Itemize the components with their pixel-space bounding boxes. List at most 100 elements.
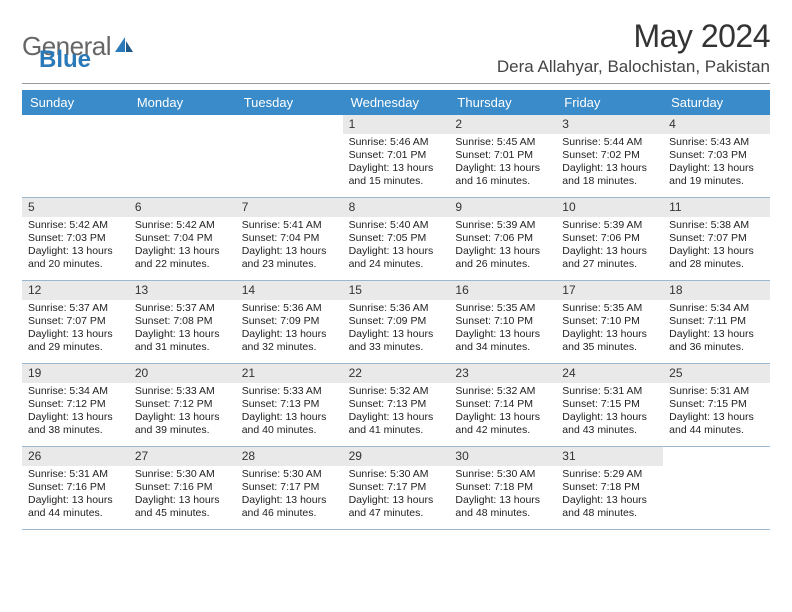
cell-line: and 32 minutes.: [242, 341, 339, 354]
calendar-cell: 13Sunrise: 5:37 AMSunset: 7:08 PMDayligh…: [129, 281, 236, 363]
cell-line: and 47 minutes.: [349, 507, 446, 520]
day-number: 15: [343, 281, 450, 300]
sail-icon: [113, 31, 135, 62]
cell-line: Sunset: 7:12 PM: [28, 398, 125, 411]
cell-line: Daylight: 13 hours: [562, 411, 659, 424]
calendar-week: 19Sunrise: 5:34 AMSunset: 7:12 PMDayligh…: [22, 364, 770, 447]
calendar-cell: 14Sunrise: 5:36 AMSunset: 7:09 PMDayligh…: [236, 281, 343, 363]
day-number: 10: [556, 198, 663, 217]
calendar-cell: 10Sunrise: 5:39 AMSunset: 7:06 PMDayligh…: [556, 198, 663, 280]
calendar-week: 12Sunrise: 5:37 AMSunset: 7:07 PMDayligh…: [22, 281, 770, 364]
day-number: 13: [129, 281, 236, 300]
cell-line: Sunset: 7:09 PM: [349, 315, 446, 328]
calendar-cell: 20Sunrise: 5:33 AMSunset: 7:12 PMDayligh…: [129, 364, 236, 446]
calendar-cell: 29Sunrise: 5:30 AMSunset: 7:17 PMDayligh…: [343, 447, 450, 529]
cell-line: Daylight: 13 hours: [135, 328, 232, 341]
day-number: 5: [22, 198, 129, 217]
cell-line: Sunrise: 5:46 AM: [349, 136, 446, 149]
header: General Blue May 2024 Dera Allahyar, Bal…: [22, 18, 770, 77]
cell-line: Sunrise: 5:42 AM: [28, 219, 125, 232]
calendar-cell: [663, 447, 770, 529]
cell-line: and 41 minutes.: [349, 424, 446, 437]
cell-line: Daylight: 13 hours: [28, 494, 125, 507]
cell-line: Sunset: 7:18 PM: [562, 481, 659, 494]
calendar-cell: [22, 115, 129, 197]
day-number: 21: [236, 364, 343, 383]
cell-line: Sunrise: 5:34 AM: [669, 302, 766, 315]
cell-line: Sunset: 7:05 PM: [349, 232, 446, 245]
day-number: 24: [556, 364, 663, 383]
calendar-cell: 22Sunrise: 5:32 AMSunset: 7:13 PMDayligh…: [343, 364, 450, 446]
calendar-cell: 27Sunrise: 5:30 AMSunset: 7:16 PMDayligh…: [129, 447, 236, 529]
calendar-cell: 21Sunrise: 5:33 AMSunset: 7:13 PMDayligh…: [236, 364, 343, 446]
cell-line: Sunset: 7:03 PM: [669, 149, 766, 162]
cell-line: Sunrise: 5:30 AM: [455, 468, 552, 481]
cell-line: Sunrise: 5:31 AM: [562, 385, 659, 398]
day-of-week-header: SundayMondayTuesdayWednesdayThursdayFrid…: [22, 90, 770, 115]
cell-line: Daylight: 13 hours: [242, 245, 339, 258]
calendar-cell: 24Sunrise: 5:31 AMSunset: 7:15 PMDayligh…: [556, 364, 663, 446]
calendar-cell: [129, 115, 236, 197]
cell-line: Sunrise: 5:31 AM: [28, 468, 125, 481]
cell-line: Sunrise: 5:38 AM: [669, 219, 766, 232]
cell-line: Sunrise: 5:30 AM: [135, 468, 232, 481]
cell-line: Daylight: 13 hours: [562, 245, 659, 258]
day-number: 2: [449, 115, 556, 134]
cell-line: and 18 minutes.: [562, 175, 659, 188]
cell-line: Daylight: 13 hours: [455, 411, 552, 424]
header-separator: [22, 83, 770, 84]
cell-line: Sunrise: 5:34 AM: [28, 385, 125, 398]
cell-line: and 28 minutes.: [669, 258, 766, 271]
cell-line: Sunrise: 5:33 AM: [135, 385, 232, 398]
cell-line: Sunrise: 5:31 AM: [669, 385, 766, 398]
dow-label: Sunday: [22, 90, 129, 115]
calendar-cell: 31Sunrise: 5:29 AMSunset: 7:18 PMDayligh…: [556, 447, 663, 529]
day-number: 29: [343, 447, 450, 466]
cell-line: Sunset: 7:14 PM: [455, 398, 552, 411]
cell-line: Sunset: 7:01 PM: [455, 149, 552, 162]
cell-line: Sunrise: 5:35 AM: [455, 302, 552, 315]
day-number: 6: [129, 198, 236, 217]
cell-line: Sunrise: 5:39 AM: [455, 219, 552, 232]
cell-line: Daylight: 13 hours: [28, 245, 125, 258]
calendar-cell: 25Sunrise: 5:31 AMSunset: 7:15 PMDayligh…: [663, 364, 770, 446]
cell-line: and 44 minutes.: [669, 424, 766, 437]
cell-line: Daylight: 13 hours: [669, 328, 766, 341]
cell-line: and 26 minutes.: [455, 258, 552, 271]
day-number: 28: [236, 447, 343, 466]
cell-line: Daylight: 13 hours: [349, 328, 446, 341]
logo-text-2: Blue: [39, 46, 91, 74]
day-number: 20: [129, 364, 236, 383]
cell-line: Daylight: 13 hours: [242, 328, 339, 341]
cell-line: Sunrise: 5:35 AM: [562, 302, 659, 315]
cell-line: and 31 minutes.: [135, 341, 232, 354]
cell-line: and 48 minutes.: [562, 507, 659, 520]
cell-line: Daylight: 13 hours: [669, 411, 766, 424]
cell-line: Sunset: 7:04 PM: [242, 232, 339, 245]
cell-line: Sunrise: 5:36 AM: [242, 302, 339, 315]
cell-line: Sunrise: 5:30 AM: [349, 468, 446, 481]
day-number: 26: [22, 447, 129, 466]
cell-line: and 27 minutes.: [562, 258, 659, 271]
cell-line: Daylight: 13 hours: [242, 494, 339, 507]
cell-line: Daylight: 13 hours: [135, 411, 232, 424]
day-number: 23: [449, 364, 556, 383]
calendar-cell: 23Sunrise: 5:32 AMSunset: 7:14 PMDayligh…: [449, 364, 556, 446]
cell-line: Sunset: 7:06 PM: [455, 232, 552, 245]
cell-line: and 45 minutes.: [135, 507, 232, 520]
calendar-cell: 3Sunrise: 5:44 AMSunset: 7:02 PMDaylight…: [556, 115, 663, 197]
cell-line: and 20 minutes.: [28, 258, 125, 271]
cell-line: and 19 minutes.: [669, 175, 766, 188]
calendar-week: 5Sunrise: 5:42 AMSunset: 7:03 PMDaylight…: [22, 198, 770, 281]
day-number: 27: [129, 447, 236, 466]
cell-line: Daylight: 13 hours: [28, 328, 125, 341]
day-number: 31: [556, 447, 663, 466]
calendar-cell: 4Sunrise: 5:43 AMSunset: 7:03 PMDaylight…: [663, 115, 770, 197]
day-number: 11: [663, 198, 770, 217]
cell-line: and 15 minutes.: [349, 175, 446, 188]
cell-line: Sunset: 7:18 PM: [455, 481, 552, 494]
cell-line: and 23 minutes.: [242, 258, 339, 271]
cell-line: Sunrise: 5:41 AM: [242, 219, 339, 232]
calendar-week: 1Sunrise: 5:46 AMSunset: 7:01 PMDaylight…: [22, 115, 770, 198]
calendar-cell: 18Sunrise: 5:34 AMSunset: 7:11 PMDayligh…: [663, 281, 770, 363]
